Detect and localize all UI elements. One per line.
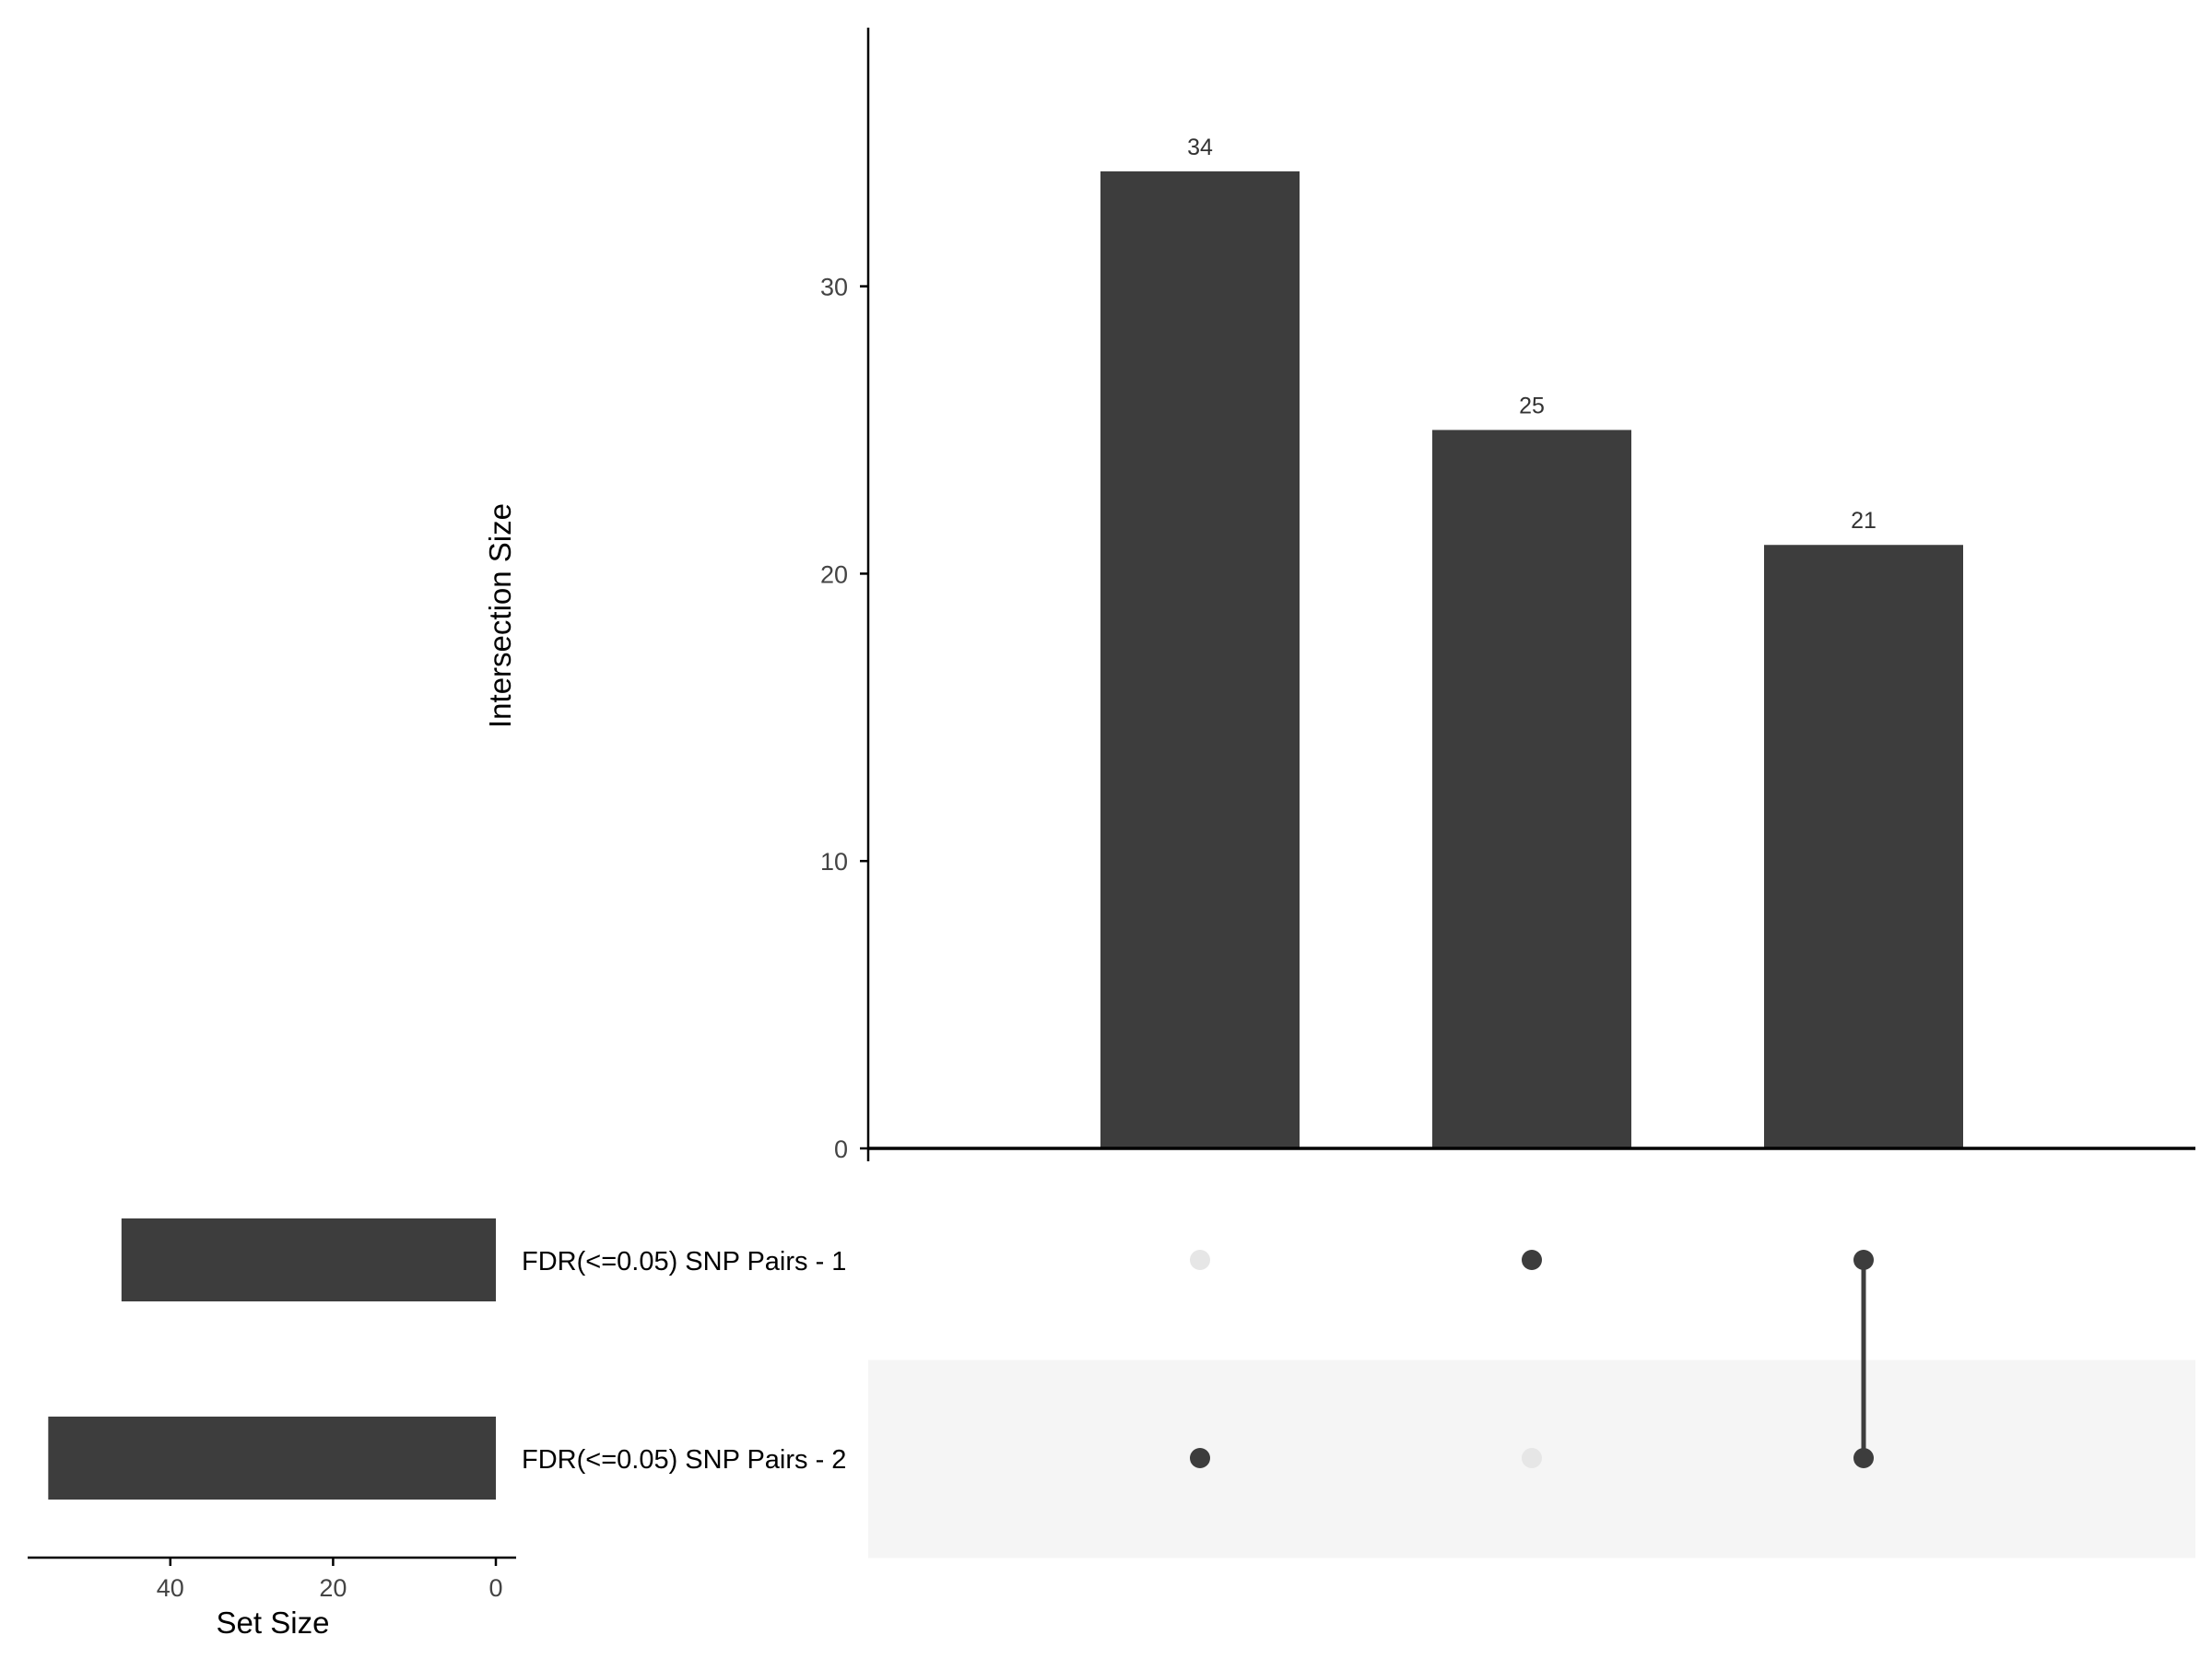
membership-matrix: FDR(<=0.05) SNP Pairs - 1 FDR(<=0.05) SNP… [522, 1247, 2195, 1559]
set-size-bar [48, 1417, 496, 1500]
matrix-dot-active [1853, 1448, 1874, 1468]
set-label: FDR(<=0.05) SNP Pairs - 2 [522, 1445, 846, 1475]
set-label: FDR(<=0.05) SNP Pairs - 1 [522, 1247, 846, 1277]
set-size-tick-label: 0 [488, 1574, 502, 1602]
matrix-dot-active [1522, 1250, 1542, 1270]
bar-data-label: 34 [1187, 135, 1213, 160]
intersection-bar [1100, 171, 1300, 1148]
bar-data-label: 21 [1851, 508, 1877, 534]
set-size-bar [121, 1218, 496, 1301]
intersection-size-chart: 0 10 20 30 34 25 21 [820, 28, 2195, 1163]
intersection-bar [1764, 545, 1963, 1148]
bar-data-label: 25 [1519, 394, 1545, 419]
y-tick-label: 30 [820, 274, 848, 301]
y-axis-title: Intersection Size [483, 503, 517, 728]
matrix-dot-inactive [1190, 1250, 1210, 1270]
y-tick-label: 10 [820, 848, 848, 876]
set-size-tick-label: 40 [157, 1574, 184, 1602]
set-size-chart: 40 20 0 [28, 1218, 516, 1602]
matrix-dot-active [1190, 1448, 1210, 1468]
y-tick-label: 0 [834, 1135, 848, 1163]
y-tick-label: 20 [820, 560, 848, 588]
set-size-tick-label: 20 [319, 1574, 347, 1602]
set-size-axis-title: Set Size [217, 1606, 330, 1640]
matrix-dot-active [1853, 1250, 1874, 1270]
intersection-bar [1432, 429, 1631, 1148]
matrix-dot-inactive [1522, 1448, 1542, 1468]
